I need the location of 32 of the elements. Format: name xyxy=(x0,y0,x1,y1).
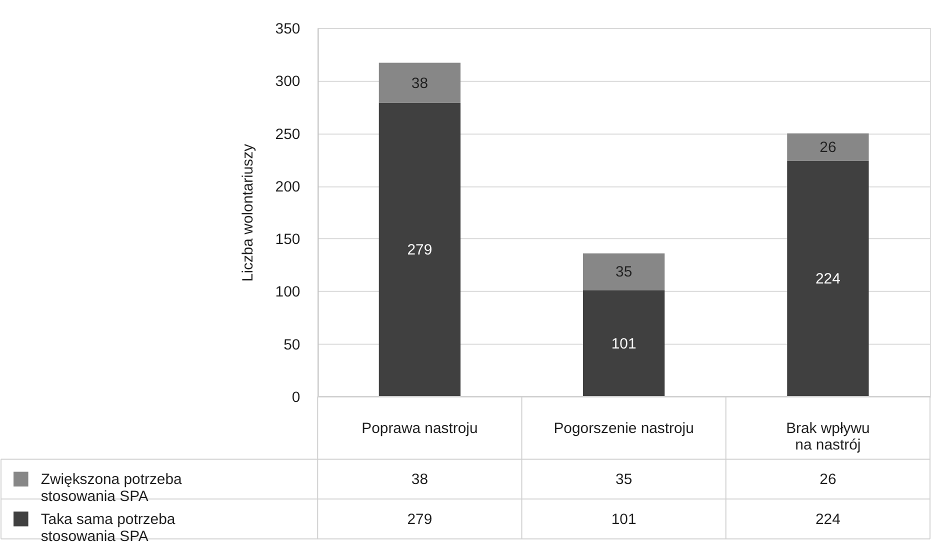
y-tick-label: 300 xyxy=(275,73,300,90)
legend-label: Zwiększona potrzeba stosowania SPA xyxy=(40,471,183,506)
y-axis-title: Liczba wolontariuszy xyxy=(239,143,256,282)
bar xyxy=(583,253,665,290)
legend-label: Taka sama potrzeba stosowania SPA xyxy=(40,510,176,545)
data-label: 224 xyxy=(815,270,840,288)
bar xyxy=(787,133,869,161)
data-label: 101 xyxy=(611,335,636,352)
y-tick-label: 150 xyxy=(275,231,300,248)
data-label: 26 xyxy=(820,138,836,156)
text: 26 xyxy=(820,471,836,488)
y-tick-label: 350 xyxy=(275,20,300,38)
text: 101 xyxy=(611,510,636,528)
bar xyxy=(378,102,461,396)
y-tick-label: 50 xyxy=(284,336,300,354)
x-tick-label: Pogorszenie nastroju xyxy=(554,420,694,437)
data-label: 35 xyxy=(616,264,632,281)
y-tick-label: 200 xyxy=(275,178,300,196)
text: 35 xyxy=(616,471,632,488)
data-label: 279 xyxy=(407,242,432,259)
text: 38 xyxy=(411,471,428,488)
data-label: 38 xyxy=(411,74,428,92)
bar xyxy=(583,290,665,396)
text: 279 xyxy=(407,510,432,528)
text: 224 xyxy=(815,510,840,528)
bar xyxy=(378,62,461,103)
x-tick-label: Brak wpływu na nastrój xyxy=(786,420,870,454)
bar xyxy=(787,160,869,396)
y-tick-label: 250 xyxy=(275,126,300,143)
y-tick-label: 100 xyxy=(275,284,300,301)
x-tick-label: Poprawa nastroju xyxy=(362,420,478,437)
y-tick-label: 0 xyxy=(292,388,300,406)
